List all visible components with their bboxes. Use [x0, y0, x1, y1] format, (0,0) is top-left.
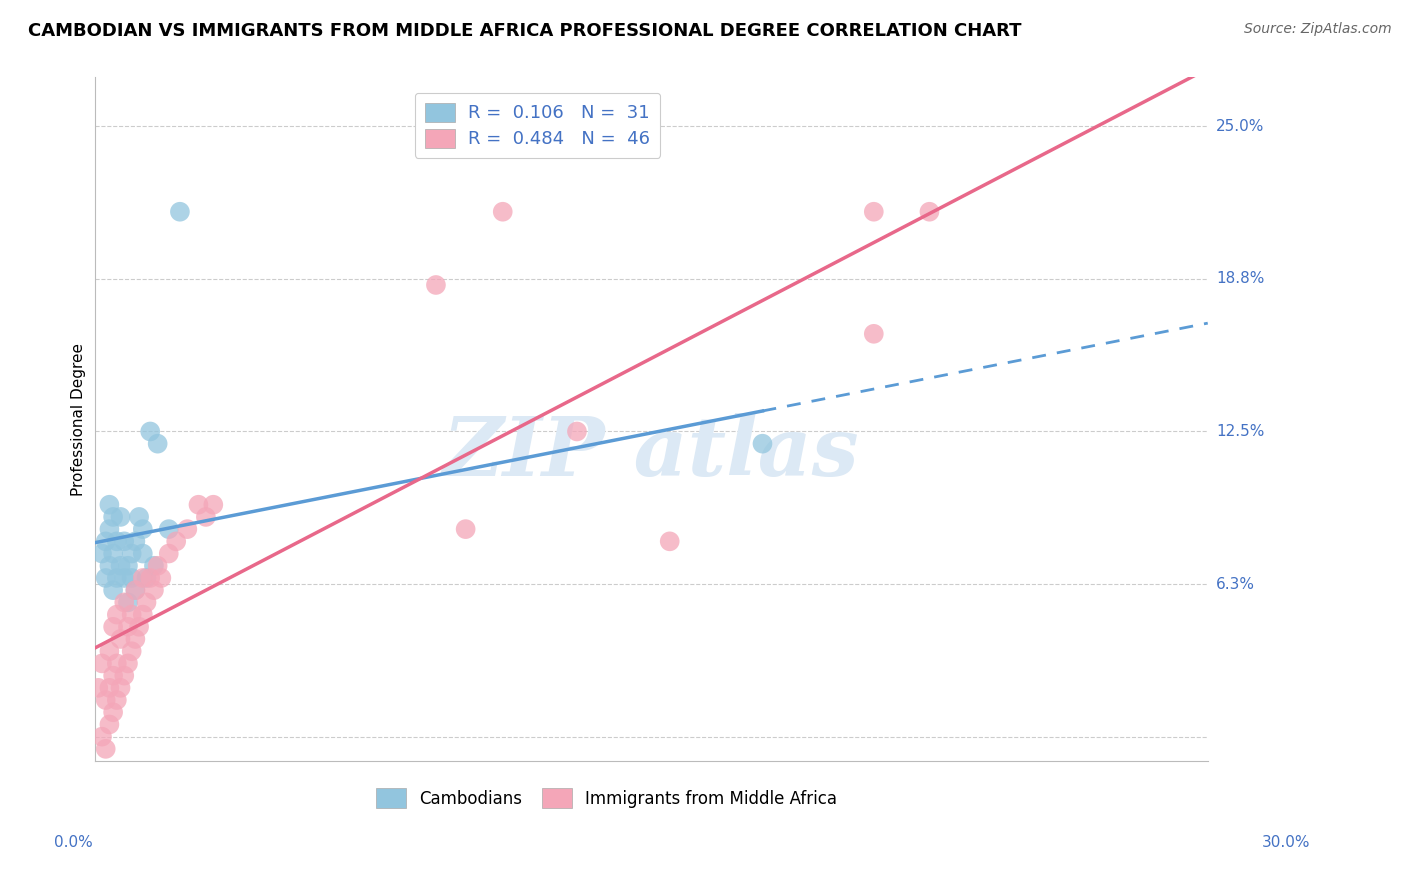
Point [176, 522, 198, 536]
Point [117, 558, 139, 573]
Point [105, 534, 128, 549]
Point [169, 204, 191, 219]
Point [101, 583, 124, 598]
Point [94, 534, 117, 549]
Point [135, 571, 157, 585]
Point [194, 510, 217, 524]
Point [157, 522, 180, 536]
Point [658, 534, 681, 549]
Point [751, 436, 773, 450]
Point [117, 595, 139, 609]
Point [105, 657, 128, 671]
Point [124, 632, 146, 646]
Point [128, 510, 150, 524]
Text: 30.0%: 30.0% [1263, 836, 1310, 850]
Point [91, 547, 114, 561]
Point [150, 571, 173, 585]
Point [105, 607, 128, 622]
Point [142, 583, 165, 598]
Point [124, 583, 146, 598]
Point [101, 547, 124, 561]
Point [91, 657, 114, 671]
Point [139, 571, 162, 585]
Point [105, 693, 128, 707]
Point [142, 558, 165, 573]
Point [128, 620, 150, 634]
Point [132, 571, 155, 585]
Point [454, 522, 477, 536]
Point [862, 326, 884, 341]
Point [112, 595, 135, 609]
Point [112, 668, 135, 682]
Point [157, 547, 180, 561]
Point [112, 534, 135, 549]
Point [91, 730, 114, 744]
Point [124, 583, 146, 598]
Point [101, 620, 124, 634]
Point [98, 717, 121, 731]
Point [165, 534, 187, 549]
Text: 0.0%: 0.0% [53, 836, 93, 850]
Point [187, 498, 209, 512]
Text: 25.0%: 25.0% [1216, 119, 1264, 134]
Point [98, 558, 121, 573]
Point [492, 204, 515, 219]
Point [132, 607, 155, 622]
Point [98, 681, 121, 695]
Point [146, 436, 169, 450]
Point [862, 204, 884, 219]
Point [110, 632, 132, 646]
Point [132, 547, 155, 561]
Point [112, 571, 135, 585]
Point [98, 498, 121, 512]
Point [87, 681, 110, 695]
Text: ZIP atlas: ZIP atlas [443, 413, 859, 493]
Point [110, 681, 132, 695]
Point [135, 595, 157, 609]
Text: Source: ZipAtlas.com: Source: ZipAtlas.com [1244, 22, 1392, 37]
Point [94, 693, 117, 707]
Point [146, 558, 169, 573]
Point [105, 571, 128, 585]
Point [117, 657, 139, 671]
Point [121, 607, 143, 622]
Legend: Cambodians, Immigrants from Middle Africa: Cambodians, Immigrants from Middle Afric… [370, 781, 844, 814]
Point [101, 705, 124, 719]
Point [94, 742, 117, 756]
Text: 18.8%: 18.8% [1216, 271, 1264, 286]
Text: 12.5%: 12.5% [1216, 424, 1264, 439]
Point [565, 425, 588, 439]
Point [98, 522, 121, 536]
Point [110, 510, 132, 524]
Text: 6.3%: 6.3% [1216, 576, 1256, 591]
Point [132, 522, 155, 536]
Point [121, 547, 143, 561]
Point [918, 204, 941, 219]
Point [101, 510, 124, 524]
Point [101, 668, 124, 682]
Point [202, 498, 225, 512]
Text: CAMBODIAN VS IMMIGRANTS FROM MIDDLE AFRICA PROFESSIONAL DEGREE CORRELATION CHART: CAMBODIAN VS IMMIGRANTS FROM MIDDLE AFRI… [28, 22, 1022, 40]
Point [139, 425, 162, 439]
Point [117, 620, 139, 634]
Point [110, 558, 132, 573]
Point [124, 534, 146, 549]
Point [121, 644, 143, 658]
Y-axis label: Professional Degree: Professional Degree [72, 343, 86, 496]
Point [425, 277, 447, 292]
Point [94, 571, 117, 585]
Point [98, 644, 121, 658]
Point [121, 571, 143, 585]
